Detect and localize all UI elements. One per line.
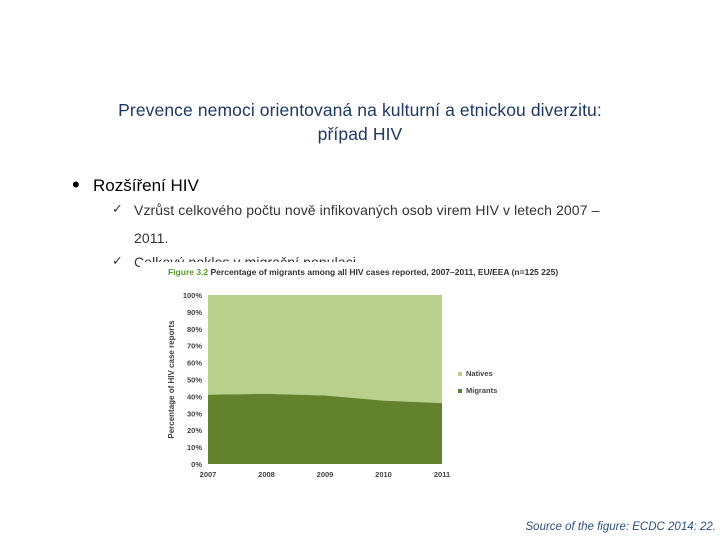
- title-line-1: Prevence nemoci orientovaná na kulturní …: [118, 100, 602, 120]
- y-tick-label: 30%: [187, 409, 202, 418]
- y-tick-label: 100%: [183, 291, 203, 300]
- bullet-marker: •: [72, 172, 80, 197]
- figure-caption-text: Percentage of migrants among all HIV cas…: [211, 267, 559, 277]
- x-tick-label: 2011: [434, 470, 450, 479]
- caption-background: [140, 262, 600, 282]
- x-tick-label: 2009: [317, 470, 334, 479]
- x-tick-label: 2010: [375, 470, 392, 479]
- y-tick-label: 70%: [187, 342, 202, 351]
- legend-label-natives: Natives: [466, 369, 493, 378]
- hiv-area-chart: Figure 3.2 Percentage of migrants among …: [140, 262, 600, 479]
- y-tick-label: 80%: [187, 325, 202, 334]
- check-icon: ✓: [112, 254, 123, 269]
- subbullet-text: 2011.: [134, 230, 169, 246]
- natives-area: [208, 295, 442, 404]
- x-tick-label: 2008: [258, 470, 275, 479]
- source-note: Source of the figure: ECDC 2014: 22.: [525, 521, 717, 533]
- figure-caption: Figure 3.2 Percentage of migrants among …: [168, 267, 558, 277]
- y-tick-label: 40%: [187, 392, 202, 401]
- slide-title: Prevence nemoci orientovaná na kulturní …: [40, 98, 680, 146]
- legend-label-migrants: Migrants: [466, 386, 497, 395]
- migrants-area: [208, 393, 442, 464]
- check-icon: ✓: [112, 202, 123, 217]
- y-tick-label: 90%: [187, 308, 202, 317]
- title-line-2: případ HIV: [317, 124, 403, 144]
- subbullet-text: Vzrůst celkového počtu nově infikovaných…: [134, 202, 600, 218]
- y-tick-label: 0%: [191, 460, 202, 469]
- x-tick-label: 2007: [200, 470, 217, 479]
- figure: Figure 3.2 Percentage of migrants among …: [140, 262, 600, 484]
- y-tick-label: 60%: [187, 359, 202, 368]
- legend-swatch-migrants: [458, 389, 462, 393]
- y-tick-label: 10%: [187, 443, 202, 452]
- bullet-text: Rozšíření HIV: [93, 176, 199, 195]
- y-axis-label: Percentage of HIV case reports: [167, 320, 176, 439]
- figure-caption-label: Figure 3.2: [168, 267, 211, 277]
- y-tick-label: 20%: [187, 426, 202, 435]
- legend-swatch-natives: [458, 372, 462, 376]
- y-tick-label: 50%: [187, 376, 202, 385]
